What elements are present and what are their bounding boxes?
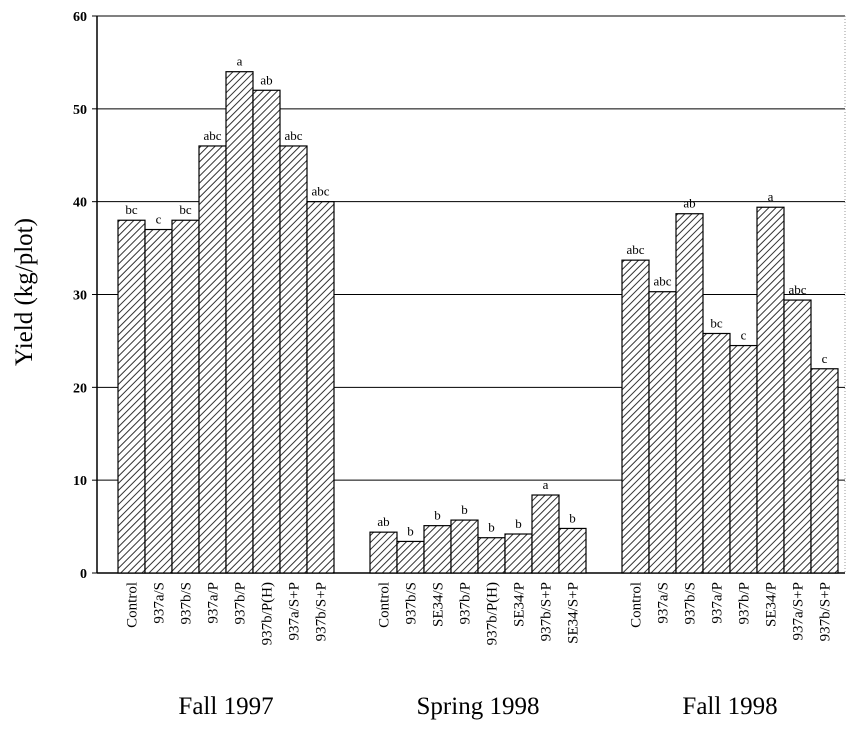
y-tick-label: 30 <box>73 289 87 304</box>
significance-letter: abc <box>626 242 644 257</box>
x-tick-label: 937a/P <box>710 582 726 624</box>
x-tick-label: 937a/P <box>206 582 222 624</box>
y-tick-label: 60 <box>73 10 87 25</box>
bar <box>396 540 425 574</box>
x-tick-label: SE34/P <box>764 582 780 627</box>
x-tick-label: 937b/S+P <box>818 582 834 641</box>
significance-letter: a <box>237 54 243 69</box>
bar <box>423 525 452 574</box>
x-tick-label: 937b/P(H) <box>485 582 501 645</box>
significance-letter: bc <box>710 315 723 330</box>
bar <box>756 206 785 574</box>
bar <box>648 291 677 574</box>
x-tick-label: 937b/S <box>683 582 699 625</box>
bar <box>621 259 650 574</box>
y-tick-label: 40 <box>73 196 87 211</box>
x-tick-label: SE34/S+P <box>566 582 582 644</box>
group-label: Fall 1998 <box>682 693 777 720</box>
bar <box>558 527 587 574</box>
bar <box>531 494 560 574</box>
x-tick-label: SE34/P <box>512 582 528 627</box>
x-tick-label: Control <box>629 582 645 628</box>
significance-letter: bc <box>125 202 138 217</box>
bar <box>450 519 479 574</box>
bar <box>504 533 533 574</box>
significance-letter: c <box>741 328 747 343</box>
significance-letter: ab <box>260 72 272 87</box>
bar <box>144 228 173 574</box>
y-axis-label: Yield (kg/plot) <box>11 218 38 366</box>
bar <box>117 219 146 574</box>
significance-letter: ab <box>683 196 695 211</box>
bar <box>306 201 335 574</box>
significance-letter: b <box>434 508 441 523</box>
significance-letter: b <box>407 523 414 538</box>
x-tick-label: 937a/S+P <box>791 582 807 640</box>
significance-letter: c <box>822 351 828 366</box>
x-tick-label: 937b/P <box>458 582 474 625</box>
significance-letter: a <box>543 477 549 492</box>
x-tick-label: SE34/S <box>431 582 447 627</box>
y-tick-label: 10 <box>73 474 87 489</box>
group-label: Fall 1997 <box>178 693 273 720</box>
significance-letter: b <box>515 516 522 531</box>
significance-letter: abc <box>788 282 806 297</box>
bar <box>252 89 281 574</box>
significance-letter: b <box>488 520 495 535</box>
bar <box>369 531 398 574</box>
significance-letter: a <box>768 189 774 204</box>
bar <box>279 145 308 574</box>
significance-letter: b <box>569 510 576 525</box>
x-tick-label: 937b/P <box>737 582 753 625</box>
bar <box>171 219 200 574</box>
significance-letter: abc <box>311 184 329 199</box>
x-tick-label: 937a/S <box>656 582 672 624</box>
y-tick-label: 0 <box>80 567 87 582</box>
bar <box>675 213 704 574</box>
bar <box>225 71 254 574</box>
x-tick-label: 937b/P(H) <box>260 582 276 645</box>
x-tick-label: 937a/S <box>152 582 168 624</box>
x-tick-label: 937b/S <box>179 582 195 625</box>
bar <box>783 299 812 574</box>
x-tick-label: 937b/P <box>233 582 249 625</box>
significance-letter: abc <box>203 128 221 143</box>
bar <box>198 145 227 574</box>
bar <box>702 332 731 574</box>
significance-letter: bc <box>179 202 192 217</box>
bar <box>477 537 506 574</box>
group-label: Spring 1998 <box>417 693 540 720</box>
significance-letter: ab <box>377 514 389 529</box>
x-tick-label: 937b/S+P <box>539 582 555 641</box>
x-tick-label: 937b/S+P <box>314 582 330 641</box>
y-tick-label: 20 <box>73 381 87 396</box>
y-tick-label: 50 <box>73 103 87 118</box>
bar <box>810 368 839 574</box>
x-tick-label: 937b/S <box>404 582 420 625</box>
x-tick-label: 937a/S+P <box>287 582 303 640</box>
significance-letter: abc <box>284 128 302 143</box>
x-tick-label: Control <box>377 582 393 628</box>
significance-letter: abc <box>653 274 671 289</box>
significance-letter: b <box>461 502 468 517</box>
significance-letter: c <box>156 212 162 227</box>
bar <box>729 344 758 574</box>
x-tick-label: Control <box>125 582 141 628</box>
